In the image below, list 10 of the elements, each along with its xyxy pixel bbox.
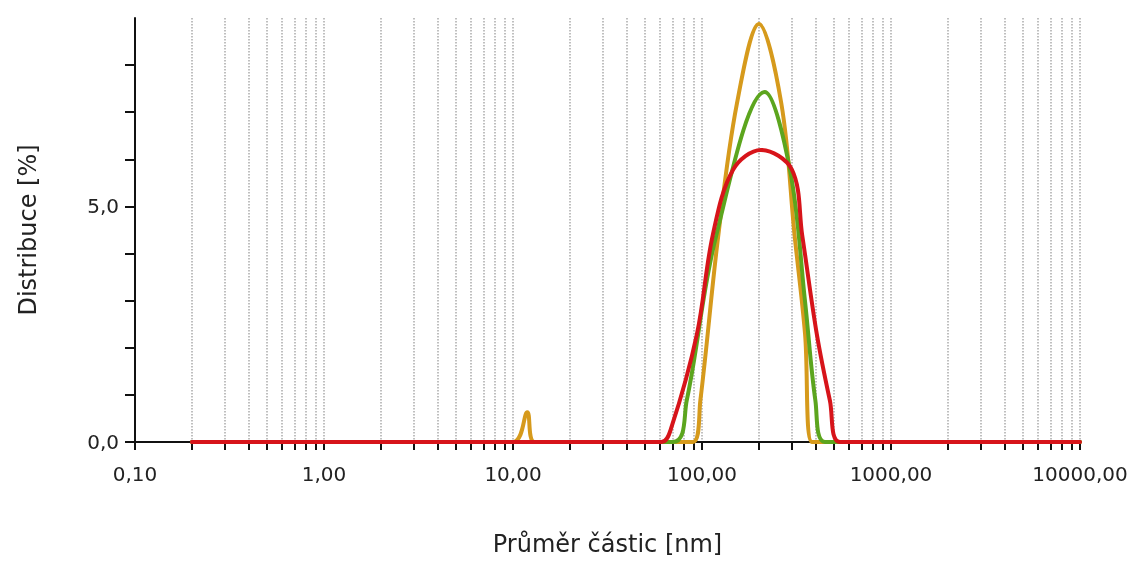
x-tick-label: 1000,00 [849, 462, 933, 486]
x-tick-label: 100,00 [667, 462, 737, 486]
x-axis-title: Průměr částic [nm] [492, 530, 723, 558]
x-tick-label: 10000,00 [1032, 462, 1128, 486]
y-axis-title: Distribuce [%] [14, 144, 42, 316]
x-tick-label: 1,00 [301, 462, 347, 486]
y-tick-label: 5,0 [87, 194, 119, 219]
y-tick-label: 0,0 [87, 430, 119, 454]
x-tick-label: 0,10 [112, 462, 158, 486]
x-tick-label: 10,00 [484, 462, 542, 486]
